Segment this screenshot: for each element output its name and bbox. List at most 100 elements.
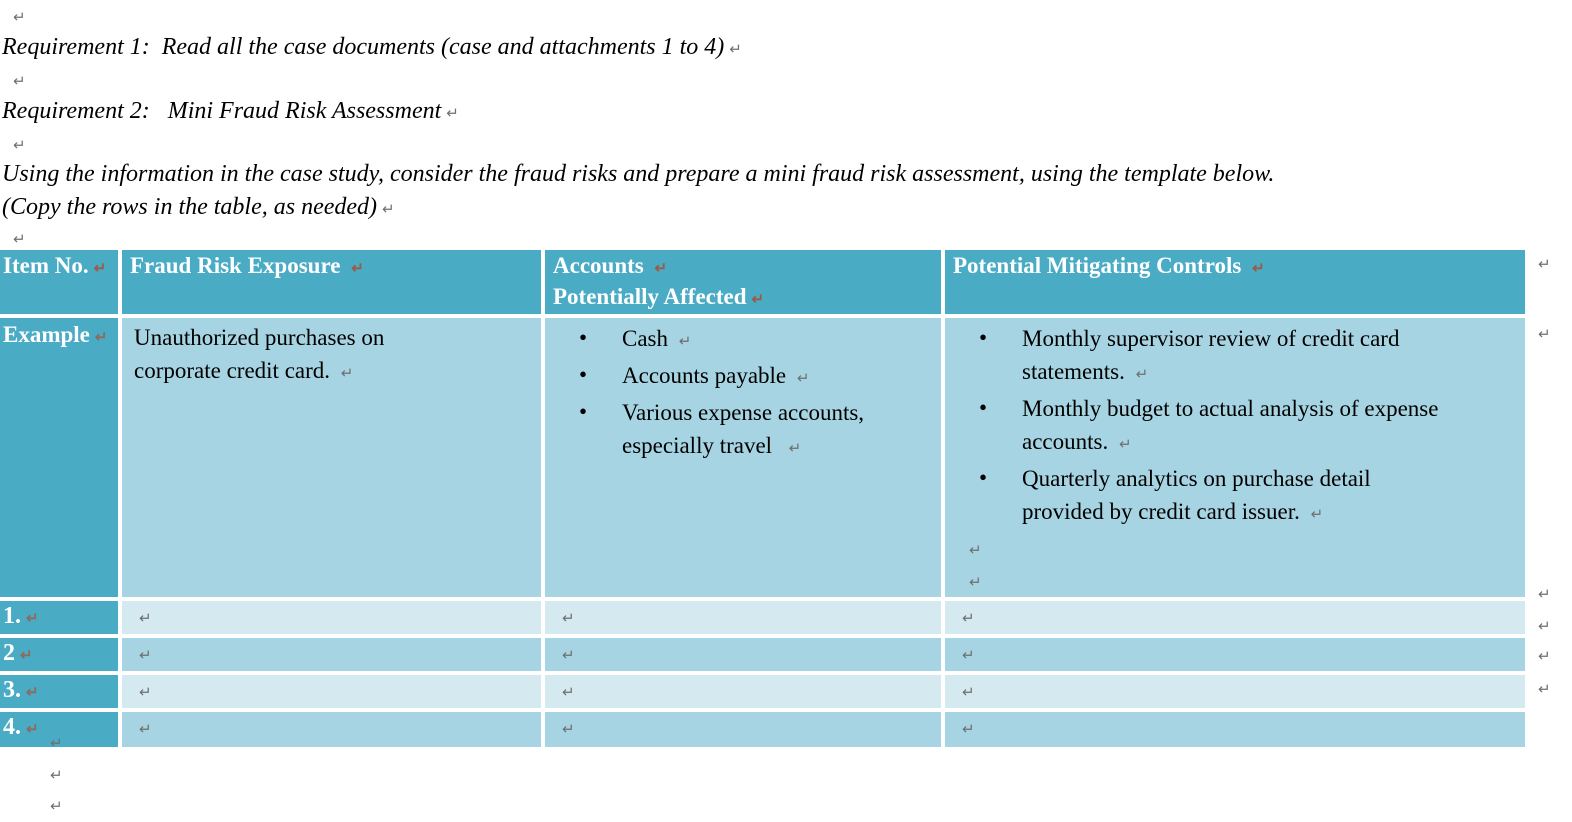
row-3-accounts-cell[interactable]: ↵ bbox=[545, 675, 941, 708]
paragraph-mark: ↵ bbox=[1538, 682, 1551, 698]
paragraph-mark: ↵ bbox=[1252, 261, 1265, 277]
list-item: Various expense accounts, especially tra… bbox=[579, 395, 940, 466]
list-item: Monthly supervisor review of credit card… bbox=[979, 321, 1524, 392]
paragraph-mark: ↵ bbox=[94, 330, 108, 346]
example-label-cell[interactable]: Example ↵ bbox=[0, 318, 118, 597]
list-item: Cash ↵ bbox=[579, 321, 940, 359]
paragraph-mark: ↵ bbox=[1135, 367, 1149, 383]
paragraph-mark: ↵ bbox=[1538, 587, 1551, 603]
empty-paragraph: ↵ bbox=[964, 564, 1524, 596]
header-mitigating-controls[interactable]: Potential Mitigating Controls ↵ bbox=[945, 250, 1525, 314]
row-label: 3. bbox=[3, 677, 21, 703]
paragraph-mark: ↵ bbox=[654, 261, 668, 277]
row-label: 1. bbox=[3, 603, 21, 629]
requirement-2-text: Requirement 2: Mini Fraud Risk Assessmen… bbox=[2, 98, 442, 124]
requirement-2-paragraph[interactable]: Requirement 2: Mini Fraud Risk Assessmen… bbox=[2, 94, 1560, 128]
row-3-label-cell[interactable]: 3. ↵ bbox=[0, 675, 118, 708]
row-1-accounts-cell[interactable]: ↵ bbox=[545, 601, 941, 634]
paragraph-mark: ↵ bbox=[1538, 619, 1551, 635]
paragraph-mark: ↵ bbox=[962, 722, 975, 738]
row-1-controls-cell[interactable]: ↵ bbox=[945, 601, 1525, 634]
example-row: Example ↵ Unauthorized purchases on corpo… bbox=[0, 318, 1525, 597]
paragraph-mark: ↵ bbox=[13, 74, 26, 90]
paragraph-mark: ↵ bbox=[1538, 327, 1551, 343]
row-3-controls-cell[interactable]: ↵ bbox=[945, 675, 1525, 708]
header-accounts-affected[interactable]: Accounts ↵ Potentially Affected ↵ bbox=[545, 250, 941, 314]
paragraph-mark: ↵ bbox=[562, 648, 575, 664]
paragraph-mark: ↵ bbox=[969, 543, 982, 559]
paragraph-mark: ↵ bbox=[26, 611, 39, 627]
paragraph-mark: ↵ bbox=[382, 202, 395, 218]
header-controls-label: Potential Mitigating Controls bbox=[953, 253, 1248, 278]
paragraph-mark: ↵ bbox=[139, 648, 152, 664]
row-1-label-cell[interactable]: 1. ↵ bbox=[0, 601, 118, 634]
control-item-text: Monthly supervisor review of credit card… bbox=[1022, 326, 1400, 384]
paragraph-mark: ↵ bbox=[1310, 507, 1324, 523]
paragraph-mark: ↵ bbox=[26, 685, 39, 701]
paragraph-mark: ↵ bbox=[50, 799, 63, 815]
row-label: 2 bbox=[3, 640, 15, 666]
list-item: Accounts payable ↵ bbox=[579, 358, 940, 396]
table-row: 4. ↵ ↵ ↵ ↵ bbox=[0, 712, 1525, 747]
paragraph-mark: ↵ bbox=[1538, 649, 1551, 665]
paragraph-mark: ↵ bbox=[93, 261, 107, 277]
row-4-controls-cell[interactable]: ↵ bbox=[945, 712, 1525, 747]
account-item-text: Accounts payable bbox=[622, 363, 792, 388]
row-1-risk-cell[interactable]: ↵ bbox=[122, 601, 541, 634]
row-4-label-cell[interactable]: 4. ↵ bbox=[0, 712, 118, 747]
empty-paragraph: ↵ bbox=[8, 64, 1560, 94]
header-item-no[interactable]: Item No. ↵ bbox=[0, 250, 118, 314]
paragraph-mark: ↵ bbox=[796, 371, 810, 387]
empty-paragraph: ↵ bbox=[8, 0, 1560, 30]
paragraph-mark: ↵ bbox=[139, 722, 152, 738]
fraud-risk-table: Item No. ↵ Fraud Risk Exposure ↵ Accounts… bbox=[0, 246, 1529, 751]
paragraph-mark: ↵ bbox=[446, 106, 459, 122]
instructions-paragraph[interactable]: Using the information in the case study,… bbox=[2, 158, 1560, 227]
example-label: Example bbox=[3, 322, 90, 347]
row-4-risk-cell[interactable]: ↵ bbox=[122, 712, 541, 747]
example-risk-text: Unauthorized purchases on corporate cred… bbox=[134, 325, 385, 383]
example-controls-cell[interactable]: Monthly supervisor review of credit card… bbox=[945, 318, 1525, 597]
paragraph-mark: ↵ bbox=[729, 42, 742, 58]
instructions-text: Using the information in the case study,… bbox=[2, 161, 1275, 220]
paragraph-mark: ↵ bbox=[139, 611, 152, 627]
header-accounts-line2: Potentially Affected bbox=[553, 284, 747, 309]
empty-paragraph: ↵ bbox=[8, 227, 1560, 251]
paragraph-mark: ↵ bbox=[562, 722, 575, 738]
table-row: 2 ↵ ↵ ↵ ↵ bbox=[0, 638, 1525, 671]
paragraph-mark: ↵ bbox=[50, 736, 63, 752]
paragraph-mark: ↵ bbox=[962, 685, 975, 701]
intro-section: ↵ Requirement 1: Read all the case docum… bbox=[0, 0, 1560, 251]
account-item-text: Cash bbox=[622, 326, 674, 351]
accounts-bullet-list: Cash ↵ Accounts payable ↵ Various expens… bbox=[546, 321, 940, 466]
list-item: Monthly budget to actual analysis of exp… bbox=[979, 391, 1524, 462]
table-row: 1. ↵ ↵ ↵ ↵ bbox=[0, 601, 1525, 634]
controls-bullet-list: Monthly supervisor review of credit card… bbox=[946, 321, 1524, 532]
header-accounts-line1: Accounts bbox=[553, 253, 650, 278]
row-2-risk-cell[interactable]: ↵ bbox=[122, 638, 541, 671]
paragraph-mark: ↵ bbox=[751, 292, 765, 308]
header-fraud-risk-label: Fraud Risk Exposure bbox=[130, 253, 347, 278]
row-2-controls-cell[interactable]: ↵ bbox=[945, 638, 1525, 671]
header-fraud-risk-exposure[interactable]: Fraud Risk Exposure ↵ bbox=[122, 250, 541, 314]
requirement-1-paragraph[interactable]: Requirement 1: Read all the case documen… bbox=[2, 30, 1560, 64]
row-4-accounts-cell[interactable]: ↵ bbox=[545, 712, 941, 747]
table-header-row: Item No. ↵ Fraud Risk Exposure ↵ Accounts… bbox=[0, 250, 1525, 314]
empty-paragraph: ↵ bbox=[8, 128, 1560, 158]
account-item-text: Various expense accounts, especially tra… bbox=[622, 400, 865, 458]
paragraph-mark: ↵ bbox=[678, 334, 692, 350]
row-2-accounts-cell[interactable]: ↵ bbox=[545, 638, 941, 671]
example-risk-cell[interactable]: Unauthorized purchases on corporate cred… bbox=[122, 318, 541, 597]
row-label: 4. bbox=[3, 714, 21, 740]
table-row: 3. ↵ ↵ ↵ ↵ bbox=[0, 675, 1525, 708]
paragraph-mark: ↵ bbox=[340, 366, 354, 382]
header-item-no-label: Item No. bbox=[3, 253, 89, 278]
paragraph-mark: ↵ bbox=[13, 138, 26, 154]
paragraph-mark: ↵ bbox=[13, 232, 26, 248]
row-3-risk-cell[interactable]: ↵ bbox=[122, 675, 541, 708]
example-accounts-cell[interactable]: Cash ↵ Accounts payable ↵ Various expens… bbox=[545, 318, 941, 597]
paragraph-mark: ↵ bbox=[20, 648, 33, 664]
list-item: Quarterly analytics on purchase detail p… bbox=[979, 461, 1524, 532]
row-2-label-cell[interactable]: 2 ↵ bbox=[0, 638, 118, 671]
